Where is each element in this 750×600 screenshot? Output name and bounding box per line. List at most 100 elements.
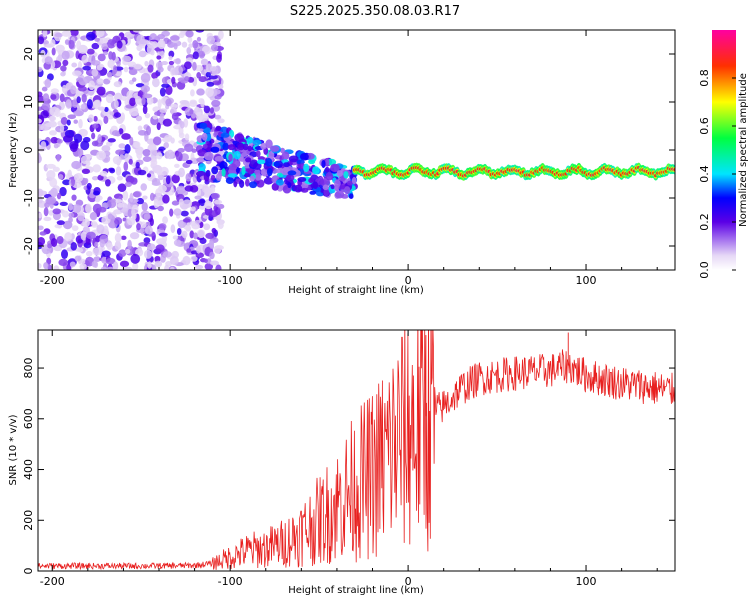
spectrogram-noise-blob [159, 108, 168, 114]
spectrogram-noise-blob [141, 202, 148, 212]
spectrogram-noise-blob [194, 219, 201, 224]
spectrogram-noise-blob [39, 231, 47, 236]
spectrogram-noise-blob [140, 72, 151, 83]
spectrogram-noise-blob [86, 31, 96, 41]
spectrogram-noise-blob [53, 265, 60, 270]
spectrogram-noise-blob [115, 149, 125, 156]
spectrogram-noise-blob [211, 227, 217, 234]
spectrogram-noise-blob [161, 83, 170, 88]
spectrogram-tone-blob [334, 179, 341, 188]
spectrogram-noise-blob [120, 235, 127, 241]
spectrogram-tone-blob [210, 174, 216, 181]
spectrogram-noise-blob [107, 213, 113, 220]
spectrogram-xtick-label: -200 [40, 274, 65, 287]
spectrogram-noise-blob [130, 177, 138, 185]
snr-ytick-label: 600 [22, 408, 35, 429]
spectrogram-noise-blob [45, 163, 56, 169]
spectrogram-noise-blob [54, 224, 63, 229]
spectrogram-noise-blob [58, 173, 64, 180]
spectrogram-noise-blob [159, 113, 165, 119]
spectrogram-noise-blob [50, 88, 60, 94]
spectrogram-noise-blob [44, 56, 53, 65]
spectrogram-noise-blob [126, 217, 136, 226]
spectrogram-noise-blob [106, 71, 113, 78]
snr-marks [38, 330, 675, 571]
spectrogram-noise-blob [118, 128, 124, 135]
spectrogram-noise-blob [213, 245, 222, 254]
spectrogram-noise-blob [192, 39, 199, 49]
spectrogram-tone-blob [221, 168, 226, 177]
spectrogram-noise-blob [81, 54, 89, 64]
spectrogram-noise-blob [61, 84, 67, 94]
spectrogram-noise-blob [123, 161, 129, 172]
spectrogram-noise-blob [162, 251, 172, 258]
spectrogram-noise-blob [85, 250, 93, 257]
spectrogram-tone-blob [303, 163, 310, 173]
spectrogram-noise-blob [71, 70, 82, 77]
spectrogram-noise-blob [96, 78, 104, 85]
spectrogram-tone-blob [227, 144, 236, 151]
spectrogram-noise-blob [149, 218, 154, 226]
spectrogram-noise-blob [56, 154, 61, 162]
spectrogram-tone-blob [294, 170, 301, 177]
spectrogram-tone-blob [288, 155, 299, 163]
spectrogram-noise-blob [186, 47, 192, 55]
snr-panel: -200 -100 0 100 0 200 400 600 800 Height of str… [8, 329, 676, 596]
spectrogram-noise-blob [114, 92, 123, 102]
spectrogram-noise-blob [210, 44, 219, 52]
spectrogram-noise-blob [78, 118, 83, 129]
spectrogram-noise-blob [38, 212, 43, 219]
spectrogram-noise-blob [59, 93, 65, 103]
spectrogram-noise-blob [124, 152, 131, 162]
spectrogram-noise-blob [96, 150, 107, 161]
spectrogram-noise-blob [41, 86, 48, 92]
spectrogram-noise-blob [198, 98, 204, 104]
spectrogram-tone-blob [233, 150, 241, 160]
spectrogram-tone-blob [215, 125, 222, 131]
spectrogram-noise-blob [106, 39, 116, 49]
spectrogram-noise-blob [198, 204, 206, 210]
spectrogram-noise-blob [38, 262, 42, 269]
spectrogram-noise-blob [203, 105, 211, 114]
spectrogram-noise-blob [204, 200, 213, 210]
spectrogram-noise-blob [46, 169, 56, 180]
spectrogram-noise-blob [142, 105, 148, 115]
spectrogram-noise-blob [73, 172, 84, 183]
spectrogram-noise-blob [196, 36, 202, 42]
spectrogram-noise-blob [155, 244, 165, 253]
spectrogram-noise-blob [214, 114, 222, 120]
spectrogram-noise-blob [90, 60, 101, 66]
spectrogram-tone-blob [242, 143, 249, 151]
spectrogram-tone-blob [222, 142, 229, 151]
spectrogram-noise-blob [52, 208, 61, 215]
spectrogram-noise-blob [211, 99, 221, 107]
spectrogram-noise-blob [40, 110, 49, 119]
spectrogram-noise-blob [161, 61, 169, 66]
spectrogram-tone-blob [312, 166, 320, 175]
spectrogram-noise-blob [83, 177, 89, 184]
spectrogram-noise-blob [138, 50, 147, 58]
spectrogram-noise-blob [38, 66, 43, 73]
spectrogram-noise-blob [69, 141, 79, 150]
snr-y-label: SNR (10 * v/v) [8, 414, 19, 485]
spectrogram-noise-blob [120, 112, 125, 122]
spectrogram-noise-blob [174, 66, 179, 76]
spectrogram-xtick-label: 100 [576, 274, 597, 287]
spectrogram-tone-blob [265, 139, 273, 149]
spectrogram-noise-blob [59, 186, 67, 197]
spectrogram-noise-blob [91, 140, 99, 147]
spectrogram-noise-blob [44, 78, 52, 89]
spectrogram-noise-blob [45, 122, 55, 127]
spectrogram-noise-blob [38, 36, 45, 45]
spectrogram-tone-blob [308, 159, 316, 165]
spectrogram-noise-blob [92, 123, 99, 129]
spectrogram-noise-blob [176, 227, 182, 235]
spectrogram-noise-blob [188, 43, 193, 48]
spectrogram-noise-blob [68, 212, 75, 218]
spectrogram-noise-blob [78, 86, 87, 92]
spectrogram-tone-blob [323, 188, 330, 197]
spectrogram-noise-blob [143, 87, 148, 97]
spectrogram-noise-blob [187, 36, 193, 44]
spectrogram-tone-blob [205, 169, 211, 178]
spectrogram-noise-blob [131, 111, 139, 116]
